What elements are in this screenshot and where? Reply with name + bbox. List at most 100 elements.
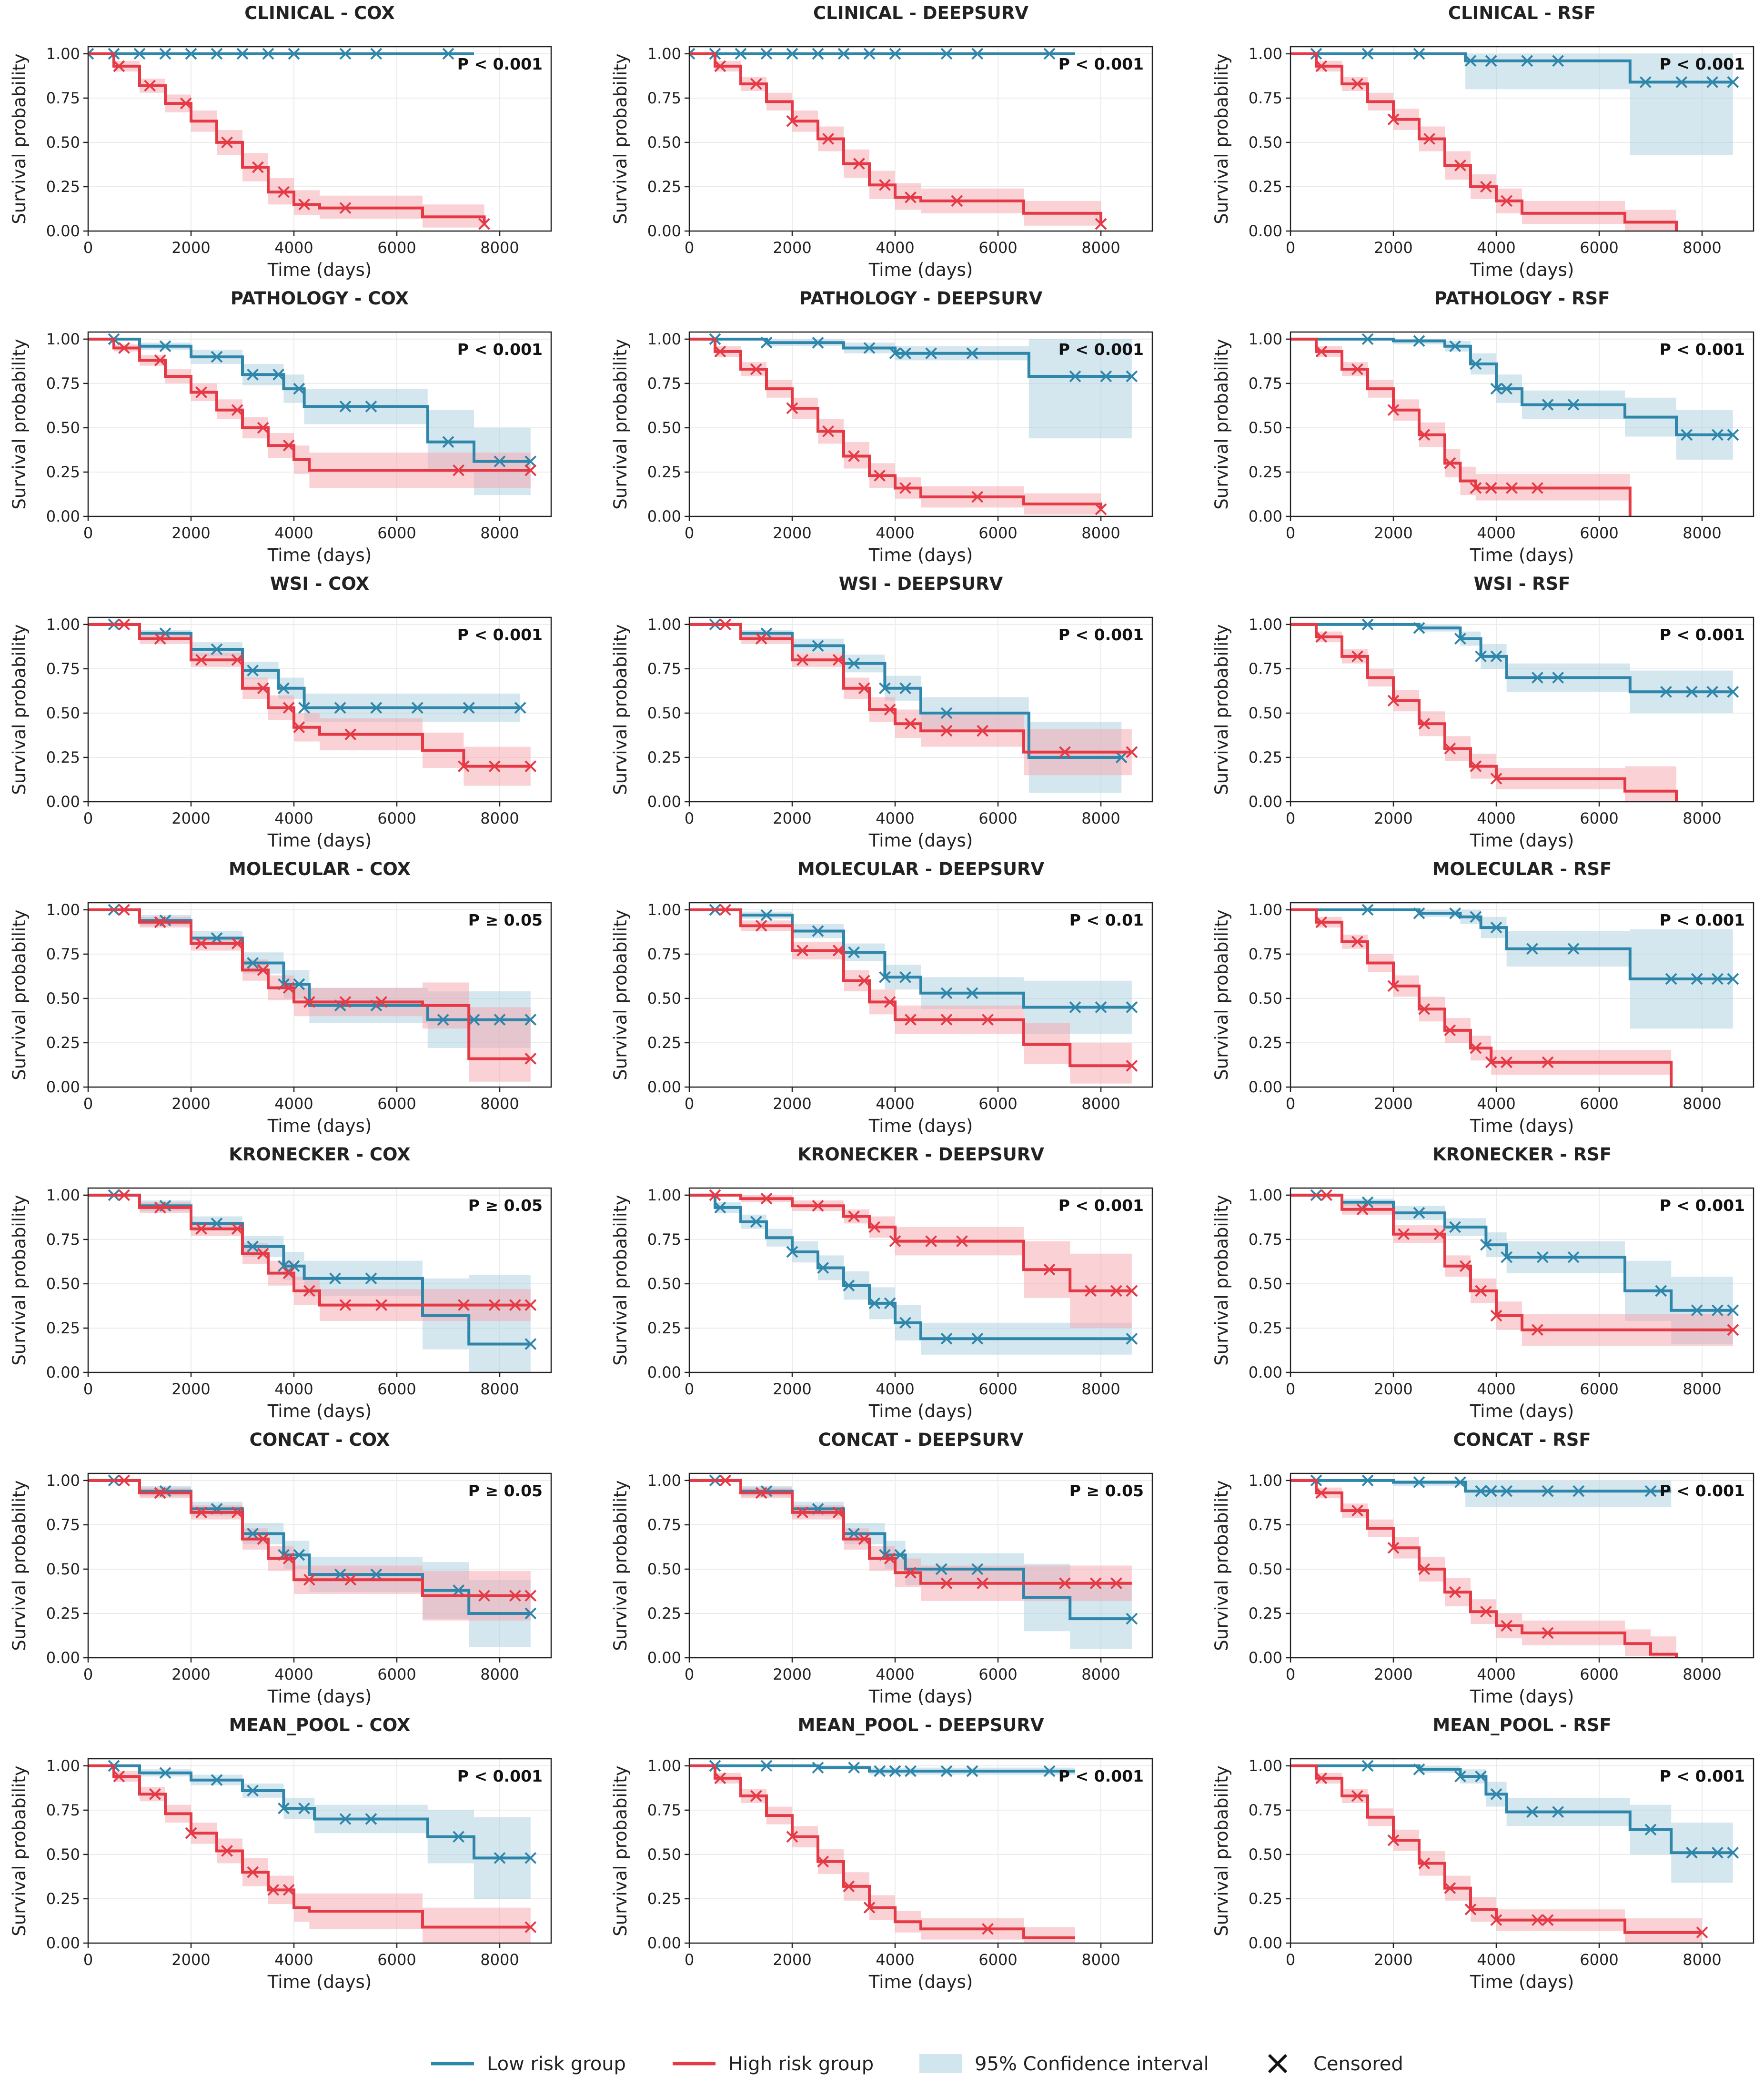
censor-mark [884,996,896,1008]
censor-mark [1475,650,1487,663]
p-value-label: P ≥ 0.05 [468,1196,543,1215]
x-tick-label: 6000 [1580,1380,1618,1398]
censor-mark [293,383,305,395]
y-tick-label: 1.00 [1249,1471,1282,1490]
x-axis-label: Time (days) [267,1686,372,1707]
low-risk-ci-band [1290,1195,1733,1344]
censor-mark [812,1762,824,1774]
censor-mark [1444,1882,1456,1894]
censor-mark [848,946,860,958]
censor-mark [1711,973,1724,985]
y-axis-label: Survival probability [9,1480,30,1651]
censor-mark [1475,1770,1487,1783]
censor-mark [1536,1251,1549,1263]
y-tick-label: 0.50 [1249,1275,1282,1293]
x-tick-label: 4000 [274,1951,313,1969]
censor-mark [755,1487,767,1499]
censor-mark [247,1784,259,1797]
censor-mark [1727,685,1739,698]
censor-mark [1464,55,1477,67]
censor-mark [822,133,835,145]
censor-mark [1531,1324,1543,1336]
censor-mark [750,363,762,375]
censor-mark [796,654,809,666]
censor-mark [1433,1228,1446,1240]
y-axis-label: Survival probability [1211,1195,1232,1365]
high-risk-survival-line [689,52,1102,224]
low-risk-censor-marks [709,333,1138,383]
censor-mark [154,633,166,645]
censor-mark [889,48,901,60]
censor-mark [293,978,305,990]
censor-mark [1711,1304,1724,1317]
censor-mark [524,1338,537,1350]
high-risk-censor-marks [118,904,537,1065]
censor-mark [1351,78,1363,90]
high-risk-ci-band [1290,1765,1702,1943]
censor-mark [760,1760,773,1772]
censor-mark [195,654,208,666]
x-tick-label: 8000 [1081,809,1120,827]
censor-mark [1675,76,1688,88]
low-risk-survival-line [689,1193,1132,1340]
censor-mark [1706,685,1719,698]
y-tick-label: 1.00 [46,615,80,634]
high-risk-censor-marks [118,618,537,772]
p-value-label: P < 0.001 [457,55,543,73]
plot-frame [1290,331,1754,517]
legend-ci-label: 95% Confidence interval [975,2053,1209,2075]
y-tick-label: 1.00 [647,1471,681,1490]
x-tick-label: 4000 [1477,1380,1515,1398]
censor-mark [971,491,984,503]
censor-mark [868,1297,881,1310]
high-risk-censor-marks [118,342,537,476]
censor-mark [1490,650,1502,663]
p-value-label: P < 0.001 [1660,1481,1745,1500]
censor-mark [1449,340,1462,353]
y-tick-label: 0.00 [46,1363,80,1381]
y-tick-label: 0.50 [647,704,681,722]
x-tick-label: 4000 [274,239,313,257]
censor-mark [293,1549,305,1561]
y-tick-label: 1.00 [647,615,681,634]
km-panel-wsi-cox: 0 2000 4000 6000 8000 0.00 0.25 0.50 0.75 1.00 WSI… [9,574,552,851]
censor-mark [1315,631,1328,643]
censor-mark [889,347,901,360]
x-tick-label: 8000 [1683,1665,1721,1683]
censor-mark [144,80,156,92]
p-value-label: P < 0.001 [1660,55,1745,73]
high-risk-survival-line [689,1764,1075,1939]
y-tick-label: 0.00 [1249,1649,1282,1667]
censor-mark [118,618,131,631]
censor-mark [863,1902,876,1914]
censor-mark [1542,1627,1554,1639]
y-tick-label: 0.75 [1249,945,1282,963]
censor-mark [524,1590,537,1602]
censor-mark [935,1563,948,1575]
y-tick-label: 0.75 [1249,1516,1282,1534]
km-panel-mean-pool-cox: 0 2000 4000 6000 8000 0.00 0.25 0.50 0.75 1.00 MEA… [9,1715,552,1992]
censor-mark [262,48,274,60]
high-risk-survival-line [1290,1764,1702,1934]
censor-mark [257,1248,269,1260]
y-axis-label: Survival probability [1211,1765,1232,1936]
low-risk-ci-band [1290,1480,1672,1507]
x-tick-label: 8000 [1683,1095,1721,1113]
x-tick-label: 6000 [377,809,416,827]
high-risk-ci-band [88,1765,531,1943]
x-axis-label: Time (days) [868,830,973,851]
censor-mark [1470,911,1482,923]
plot-frame [688,616,1153,803]
high-risk-ci-band [88,1195,531,1321]
censor-mark [468,1014,480,1026]
x-tick-label: 2000 [171,1380,210,1398]
x-tick-label: 0 [685,239,694,257]
censor-mark [113,1770,125,1783]
censor-mark [796,945,809,957]
censor-mark [940,1765,953,1777]
y-tick-label: 1.00 [46,330,80,348]
low-risk-ci-band [1290,339,1733,460]
censor-mark [1531,482,1543,494]
censor-mark [1665,973,1677,985]
y-tick-label: 0.50 [46,1560,80,1578]
